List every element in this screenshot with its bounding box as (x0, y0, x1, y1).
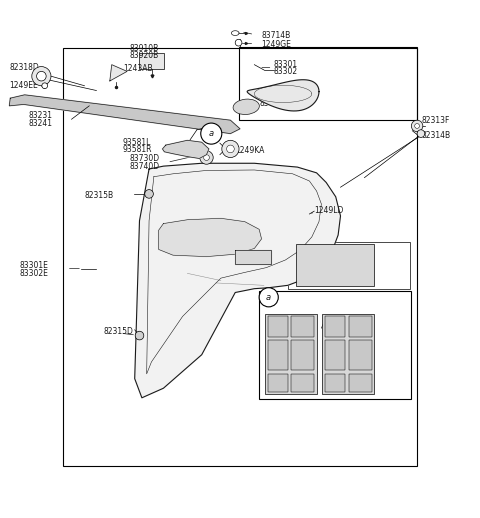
Text: 83302: 83302 (274, 67, 298, 76)
Polygon shape (348, 374, 372, 392)
Polygon shape (135, 163, 340, 398)
Circle shape (227, 145, 234, 153)
Circle shape (200, 151, 213, 164)
Text: 93580C: 93580C (323, 324, 352, 334)
Polygon shape (291, 374, 314, 392)
Circle shape (32, 67, 51, 86)
Polygon shape (110, 65, 127, 81)
Circle shape (417, 130, 425, 137)
Text: 93581R: 93581R (123, 146, 152, 154)
Circle shape (259, 287, 278, 307)
Text: 82620: 82620 (317, 265, 341, 274)
Text: 82315B: 82315B (84, 191, 114, 200)
Text: 1249EE: 1249EE (9, 81, 38, 90)
Polygon shape (323, 314, 374, 394)
Text: 83231: 83231 (28, 111, 52, 120)
Circle shape (42, 83, 48, 89)
Polygon shape (235, 250, 271, 264)
Circle shape (204, 155, 209, 161)
Polygon shape (291, 340, 314, 370)
Ellipse shape (233, 99, 259, 114)
Circle shape (145, 190, 154, 198)
Text: a: a (209, 129, 214, 138)
Text: 1243AB: 1243AB (123, 65, 152, 74)
Text: 1249KA: 1249KA (235, 146, 264, 155)
Text: 83714B: 83714B (262, 31, 291, 39)
Circle shape (36, 71, 46, 81)
Text: 83740D: 83740D (130, 162, 160, 170)
Circle shape (201, 123, 222, 144)
Text: 83920B: 83920B (130, 51, 159, 60)
Text: 82315D: 82315D (104, 327, 133, 336)
Polygon shape (9, 95, 240, 134)
Text: 1249GE: 1249GE (262, 40, 291, 49)
Polygon shape (348, 316, 372, 337)
Text: 82313F: 82313F (422, 116, 450, 125)
Polygon shape (140, 53, 164, 69)
Circle shape (415, 124, 420, 128)
Polygon shape (158, 218, 262, 256)
Polygon shape (348, 340, 372, 370)
Text: 83241: 83241 (28, 119, 52, 127)
Polygon shape (324, 374, 345, 392)
Circle shape (135, 332, 144, 340)
Text: 83710A: 83710A (259, 92, 288, 101)
Text: 83910B: 83910B (130, 44, 159, 53)
Text: 93581L: 93581L (123, 138, 151, 147)
Polygon shape (297, 243, 374, 286)
Text: 83720B: 83720B (259, 99, 288, 108)
Polygon shape (265, 314, 317, 394)
Circle shape (174, 147, 181, 153)
Polygon shape (268, 340, 288, 370)
Polygon shape (324, 316, 345, 337)
Text: 82610: 82610 (317, 257, 341, 266)
Text: 82318D: 82318D (9, 63, 39, 72)
Circle shape (241, 102, 251, 111)
Polygon shape (162, 140, 209, 159)
Text: 1249LD: 1249LD (314, 206, 344, 214)
Circle shape (235, 39, 242, 46)
Text: a: a (266, 293, 271, 302)
Polygon shape (268, 316, 288, 337)
Text: 83302E: 83302E (20, 269, 48, 278)
Text: 82314B: 82314B (422, 131, 451, 140)
Polygon shape (268, 374, 288, 392)
Circle shape (222, 140, 239, 157)
Text: 83301E: 83301E (20, 261, 48, 270)
Circle shape (411, 120, 423, 132)
Polygon shape (247, 80, 319, 111)
Polygon shape (291, 316, 314, 337)
Polygon shape (324, 340, 345, 370)
Text: 83730D: 83730D (130, 154, 160, 163)
Text: 93752: 93752 (292, 336, 316, 345)
Text: 83301: 83301 (274, 60, 298, 69)
